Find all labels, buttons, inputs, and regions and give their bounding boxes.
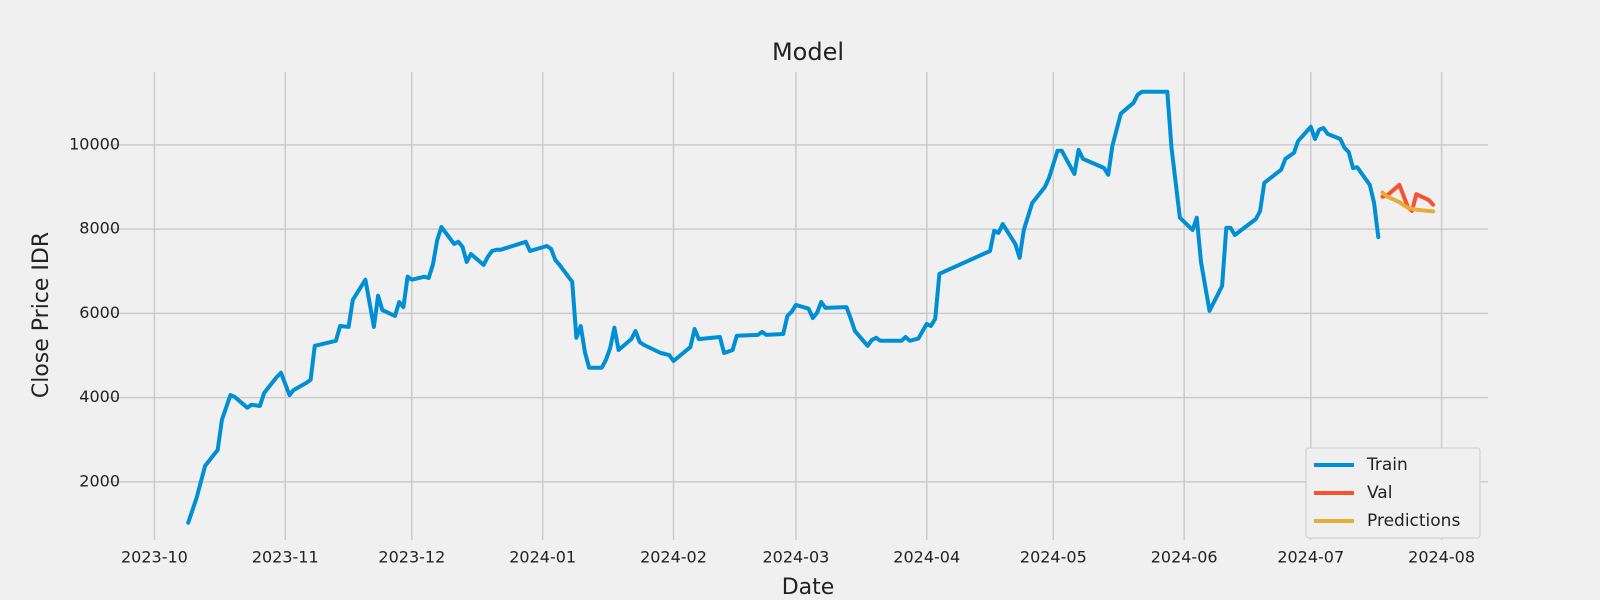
x-tick-label: 2024-03 (762, 548, 829, 567)
x-tick-label: 2024-07 (1277, 548, 1344, 567)
x-tick-label: 2024-02 (640, 548, 707, 567)
grid: 2000 4000 6000 8000 10000 2023-10 2023-11 2023-… (69, 72, 1488, 567)
legend: Train Val Predictions (1305, 447, 1481, 539)
legend-label: Val (1367, 483, 1392, 503)
legend-label: Predictions (1367, 511, 1460, 531)
x-tick-label: 2024-06 (1151, 548, 1218, 567)
plot-lines (186, 89, 1436, 525)
y-axis-label: Close Price IDR (29, 232, 54, 398)
data-line (186, 89, 1381, 525)
x-tick-label: 2024-05 (1020, 548, 1087, 567)
x-axis-label: Date (782, 575, 835, 600)
chart-title: Model (772, 38, 844, 66)
y-tick-label: 6000 (79, 303, 120, 322)
y-tick-label: 8000 (79, 219, 120, 238)
legend-box (1305, 447, 1481, 539)
x-tick-label: 2023-11 (252, 548, 319, 567)
y-tick-label: 2000 (79, 471, 120, 490)
x-tick-label: 2023-12 (378, 548, 445, 567)
data-line (1380, 190, 1436, 214)
y-tick-label: 4000 (79, 387, 120, 406)
y-tick-label: 10000 (69, 134, 120, 153)
x-tick-label: 2024-08 (1408, 548, 1475, 567)
legend-label: Train (1366, 455, 1408, 475)
x-tick-label: 2024-04 (893, 548, 960, 567)
x-tick-label: 2024-01 (509, 548, 576, 567)
x-tick-label: 2023-10 (121, 548, 188, 567)
